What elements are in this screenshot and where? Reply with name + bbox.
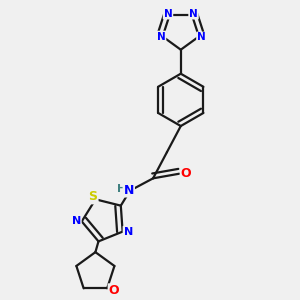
Text: N: N <box>124 226 133 237</box>
Text: H: H <box>117 184 126 194</box>
Text: S: S <box>88 190 98 203</box>
Text: N: N <box>124 184 134 196</box>
Text: N: N <box>164 9 172 19</box>
Text: N: N <box>72 216 81 226</box>
Text: N: N <box>189 9 198 19</box>
Text: N: N <box>197 32 206 42</box>
Text: O: O <box>109 284 119 297</box>
Text: N: N <box>157 32 166 41</box>
Text: O: O <box>181 167 191 180</box>
